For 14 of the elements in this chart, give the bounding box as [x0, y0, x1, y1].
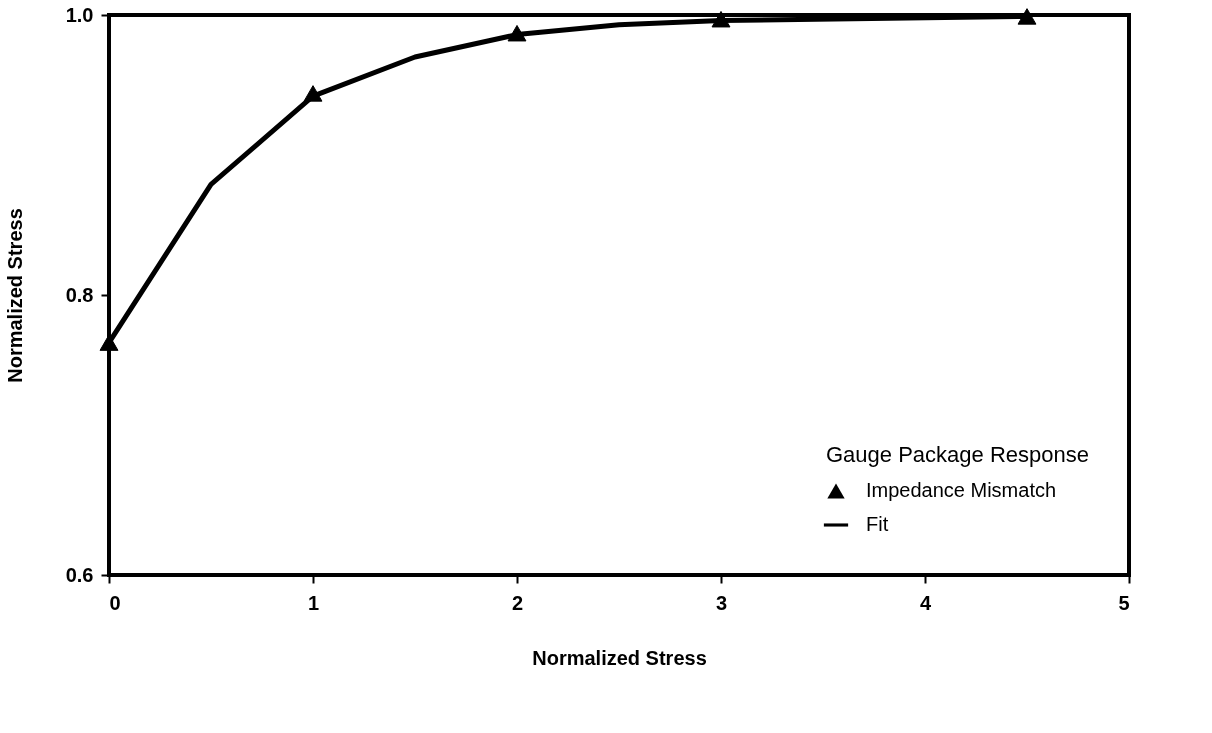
y-tick-label: 1.0 [65, 3, 94, 26]
x-tick-label: 0 [109, 591, 121, 614]
legend-title: Gauge Package Response [826, 442, 1089, 467]
x-tick-label: 4 [919, 591, 932, 614]
x-tick-label: 5 [1118, 591, 1130, 614]
y-tick-label: 0.6 [65, 563, 94, 586]
x-tick-label: 3 [715, 591, 728, 614]
legend-label: Impedance Mismatch [866, 479, 1057, 501]
x-tick-label: 2 [511, 591, 524, 614]
x-axis-title: Normalized Stress [532, 646, 707, 669]
y-axis-title: Normalized Stress [3, 208, 26, 383]
y-tick-label: 0.8 [65, 283, 94, 306]
x-tick-label: 1 [307, 591, 320, 614]
legend-label: Fit [866, 513, 889, 535]
